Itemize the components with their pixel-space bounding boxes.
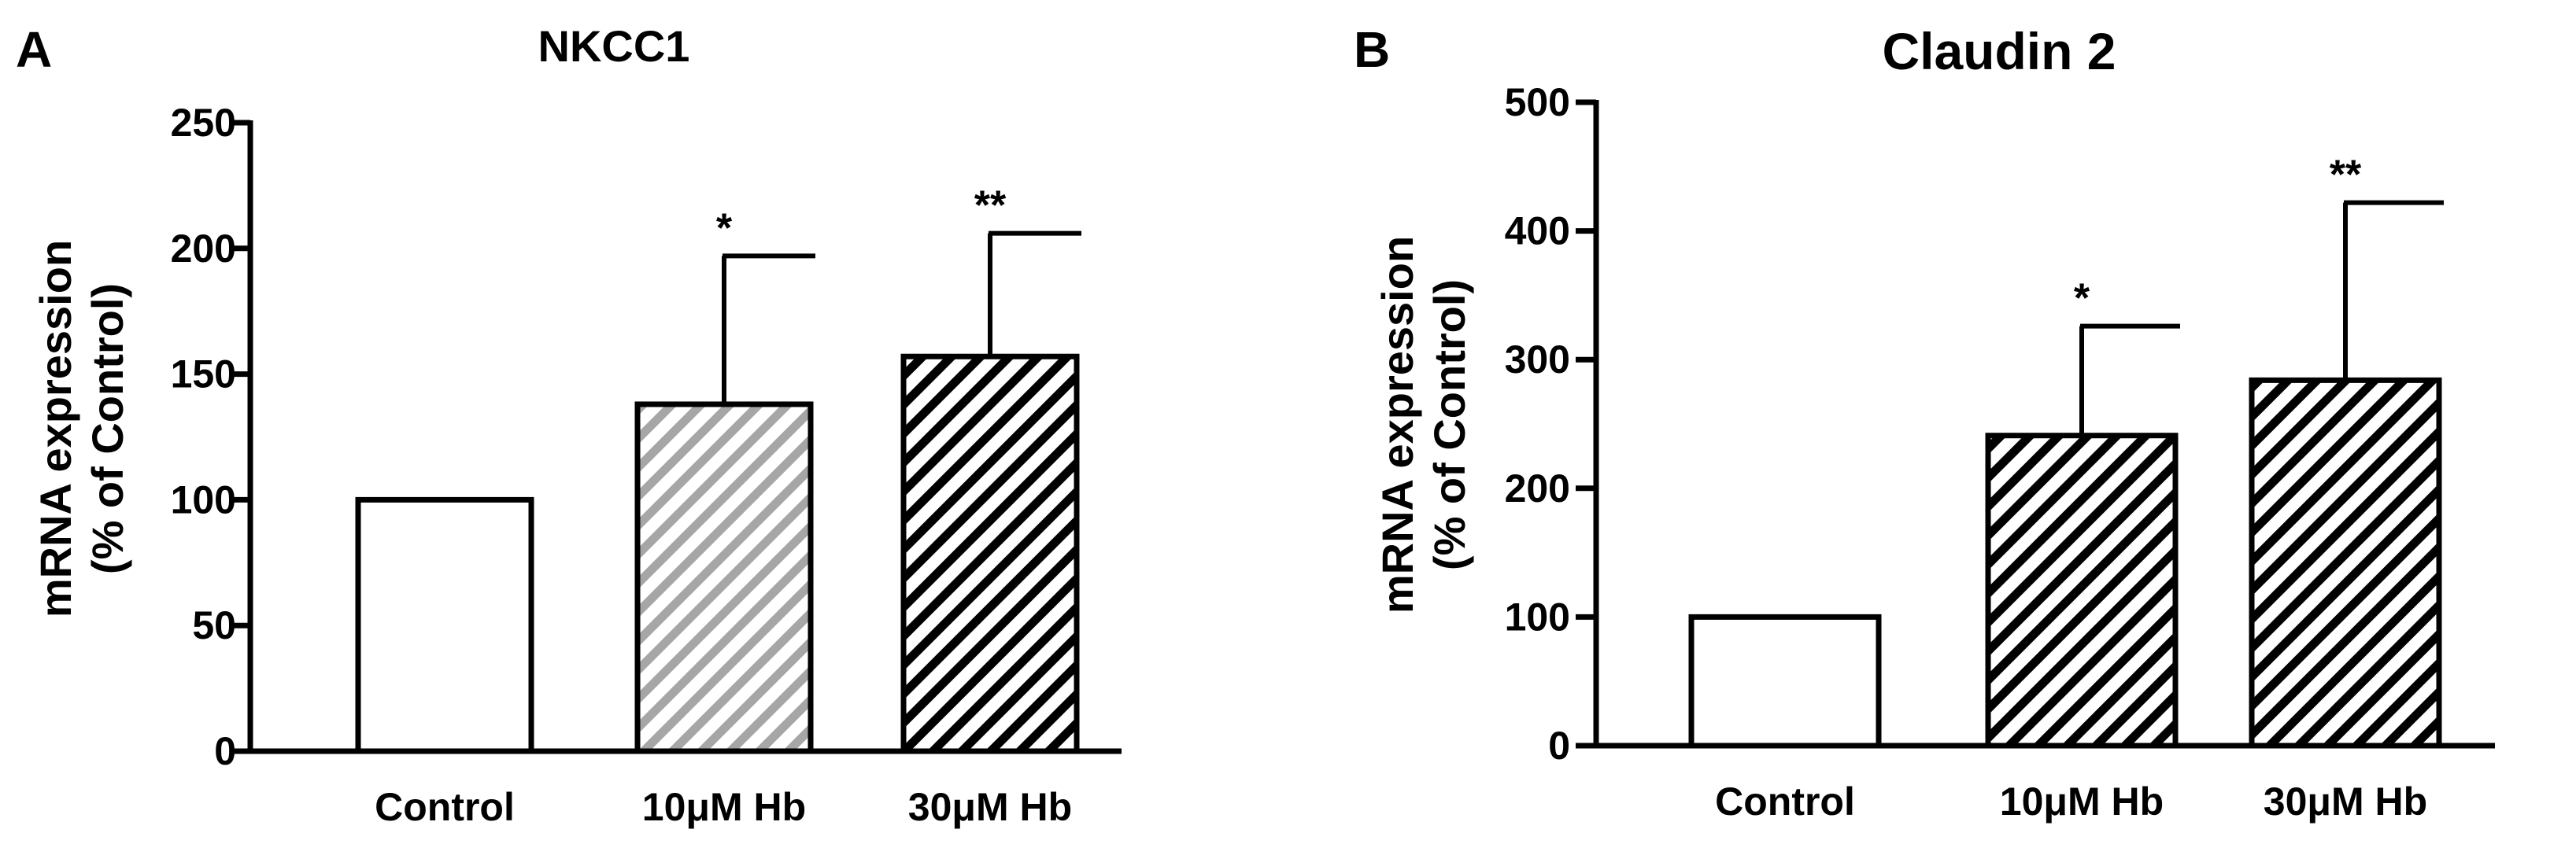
panel-b-y-axis-label: mRNA expression (% of Control) [1373, 236, 1474, 614]
panel-a-y-tick-label-5: 200 [171, 227, 236, 271]
panel-a-plot: Control * 10μM Hb ** 30μM Hb 0 50 100 150 200 250 [171, 101, 1122, 829]
panel-b-y-axis-label-line-1: mRNA expression [1373, 236, 1422, 614]
panel-b: B Claudin 2 mRNA expression (% of Contro… [1354, 21, 2495, 824]
panel-b-category-label-1: Control [1715, 780, 1855, 824]
panel-b-y-tick-label-1: 0 [1548, 724, 1570, 768]
panel-a-y-axis-label-line-1: mRNA expression [31, 240, 80, 617]
panel-a-y-tick-label-3: 100 [171, 477, 236, 522]
panel-b-significance-3: ** [2330, 153, 2362, 198]
panel-a-significance-3: ** [974, 183, 1007, 229]
panel-a-y-tick-label-2: 50 [192, 603, 236, 647]
panel-a-bar-1 [355, 496, 534, 754]
panel-a-letter: A [16, 21, 52, 78]
panel-a-bar-2 [634, 401, 814, 754]
panel-b-y-tick-label-2: 100 [1505, 595, 1570, 639]
panel-b-title: Claudin 2 [1882, 22, 2116, 80]
panel-a-category-label-3: 30μM Hb [908, 785, 1072, 829]
panel-a-significance-2: * [716, 205, 733, 251]
panel-a: A NKCC1 mRNA expression (% of Control) C… [16, 21, 1122, 829]
panel-b-bar-1 [1688, 614, 1882, 749]
panel-b-significance-2: * [2074, 276, 2090, 322]
panel-b-bar-2 [1985, 433, 2179, 749]
panel-b-y-tick-label-5: 400 [1505, 209, 1570, 253]
panel-b-bar-3 [2249, 377, 2442, 749]
panel-a-category-label-1: Control [375, 785, 515, 829]
panel-a-y-tick-label-6: 250 [171, 101, 236, 145]
panel-a-category-label-2: 10μM Hb [642, 785, 806, 829]
panel-b-y-tick-label-3: 200 [1505, 466, 1570, 510]
panel-a-y-tick-label-1: 0 [214, 729, 236, 773]
panel-b-plot: Control * 10μM Hb ** 30μM Hb 0 100 200 300 400 500 [1505, 80, 2495, 824]
panel-a-y-axis-label-line-2: (% of Control) [83, 283, 132, 574]
panel-b-y-tick-label-4: 300 [1505, 337, 1570, 381]
panel-a-bar-3 [900, 353, 1080, 754]
panel-b-category-label-2: 10μM Hb [2000, 780, 2164, 824]
panel-a-y-tick-label-4: 150 [171, 352, 236, 396]
panel-a-y-axis-label: mRNA expression (% of Control) [31, 240, 132, 617]
panel-a-title: NKCC1 [538, 21, 690, 71]
panel-b-y-tick-label-6: 500 [1505, 80, 1570, 124]
panel-b-y-axis-label-line-2: (% of Control) [1425, 279, 1474, 570]
panel-b-letter: B [1354, 21, 1390, 78]
panel-b-category-label-3: 30μM Hb [2264, 780, 2427, 824]
